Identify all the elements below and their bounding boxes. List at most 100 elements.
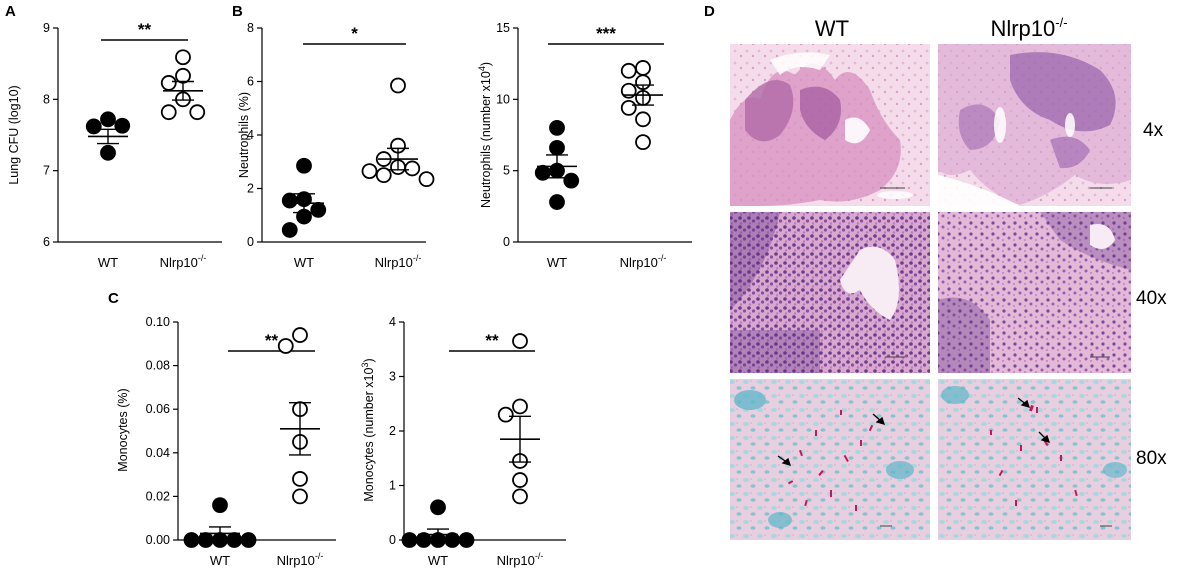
- data-point-nlrp10: [512, 333, 528, 349]
- y-tick-label: 0.08: [146, 359, 170, 373]
- arrow-icon: [1017, 397, 1051, 443]
- y-tick-label: 9: [43, 21, 50, 35]
- significance-label: **: [265, 331, 279, 350]
- data-point-nlrp10: [175, 67, 191, 84]
- data-point-nlrp10: [418, 171, 435, 188]
- x-category-label: Nlrp10-/-: [160, 253, 207, 270]
- data-point-nlrp10: [292, 327, 308, 343]
- data-point-nlrp10: [512, 472, 528, 488]
- y-tick-label: 0.06: [146, 402, 170, 416]
- y-tick-label: 0.10: [146, 315, 170, 329]
- data-point-nlrp10: [189, 104, 206, 121]
- magnification-label-80x: 80x: [1136, 448, 1167, 469]
- data-point-wt: [549, 194, 565, 210]
- data-point-nlrp10: [160, 75, 177, 91]
- data-point-nlrp10: [277, 338, 294, 354]
- micrograph-wt-4x: [730, 44, 930, 206]
- y-tick-label: 0.02: [146, 489, 170, 503]
- data-point-wt: [401, 532, 418, 548]
- chart-lung-cfu: 6 7 8 9 Lung CFU (log10) WT Nlrp10-/- **: [7, 20, 222, 270]
- y-tick-label: 0: [503, 235, 510, 249]
- y-tick-label: 1: [389, 479, 396, 493]
- y-tick-label: 0: [247, 235, 254, 249]
- y-tick-label: 6: [43, 235, 50, 249]
- data-point-wt: [100, 144, 116, 161]
- y-axis-title: Neutrophils (%): [237, 92, 251, 178]
- histology-column-header-nlrp10: Nlrp10-/-: [990, 15, 1067, 41]
- micrograph-wt-80x: [730, 379, 930, 540]
- data-point-wt: [183, 532, 200, 548]
- significance-label: **: [138, 20, 152, 39]
- y-tick-label: 8: [247, 21, 254, 35]
- y-axis-title: Monocytes (number x103): [360, 358, 376, 501]
- x-category-label: Nlrp10-/-: [277, 551, 324, 568]
- data-point-wt: [240, 532, 257, 548]
- y-tick-label: 4: [389, 315, 396, 329]
- y-tick-label: 0.00: [146, 533, 170, 547]
- significance-label: **: [485, 331, 499, 350]
- data-point-wt: [549, 119, 565, 136]
- data-point-nlrp10: [160, 104, 177, 121]
- data-point-nlrp10: [635, 111, 651, 128]
- panel-letter-b: B: [232, 3, 243, 20]
- histology-column-header-wt: WT: [815, 16, 849, 41]
- data-point-wt: [563, 172, 580, 189]
- x-category-label: Nlrp10-/-: [497, 551, 544, 568]
- significance-label: ***: [596, 24, 616, 43]
- data-point-wt: [296, 157, 312, 174]
- y-tick-label: 4: [247, 128, 254, 142]
- data-point-nlrp10: [404, 160, 421, 177]
- panel-letter-a: A: [5, 3, 16, 20]
- chart-monocytes-percent: 0.00 0.02 0.04 0.06 0.08 0.10 Monocytes (%) WT N…: [116, 315, 336, 568]
- data-point-nlrp10: [175, 49, 191, 66]
- data-point-nlrp10: [620, 99, 637, 116]
- micrograph-nlrp10-80x: [938, 379, 1131, 540]
- x-category-label: WT: [428, 553, 448, 568]
- x-category-label: Nlrp10-/-: [620, 253, 667, 270]
- significance-label: *: [351, 24, 358, 43]
- y-axis-title: Neutrophils (number x104): [477, 62, 493, 208]
- micrograph-nlrp10-40x: [938, 212, 1131, 373]
- x-category-label: Nlrp10-/-: [375, 253, 422, 270]
- y-tick-label: 15: [496, 21, 510, 35]
- magnification-label-4x: 4x: [1143, 120, 1164, 141]
- micrograph-nlrp10-4x: [938, 44, 1131, 206]
- magnification-label-40x: 40x: [1136, 288, 1167, 309]
- y-tick-label: 2: [247, 182, 254, 196]
- y-tick-label: 8: [43, 92, 50, 106]
- x-category-label: WT: [294, 255, 314, 270]
- y-tick-label: 10: [496, 92, 510, 106]
- data-point-wt: [100, 111, 116, 128]
- data-point-nlrp10: [512, 488, 528, 505]
- data-point-wt: [549, 139, 565, 156]
- arrow-icon: [777, 413, 886, 466]
- y-tick-label: 0: [389, 533, 396, 547]
- y-tick-label: 6: [247, 75, 254, 89]
- data-point-wt: [430, 499, 446, 516]
- y-tick-label: 7: [43, 164, 50, 178]
- y-tick-label: 3: [389, 370, 396, 384]
- data-point-nlrp10: [620, 62, 637, 79]
- data-point-wt: [114, 117, 131, 134]
- data-point-wt: [281, 192, 298, 209]
- data-point-wt: [458, 532, 475, 548]
- data-point-nlrp10: [292, 488, 308, 505]
- data-point-nlrp10: [361, 163, 378, 180]
- y-tick-label: 0.04: [146, 446, 170, 460]
- data-point-wt: [212, 497, 228, 514]
- y-tick-label: 5: [503, 164, 510, 178]
- y-axis-title: Lung CFU (log10): [7, 85, 21, 184]
- data-point-nlrp10: [292, 471, 308, 487]
- y-tick-label: 2: [389, 424, 396, 438]
- x-category-label: WT: [547, 255, 567, 270]
- data-point-nlrp10: [635, 134, 651, 151]
- data-point-nlrp10: [635, 60, 651, 76]
- data-point-nlrp10: [512, 398, 528, 415]
- panel-letter-d: D: [704, 3, 715, 20]
- panel-letter-c: C: [108, 290, 119, 307]
- data-point-nlrp10: [390, 77, 406, 94]
- data-point-wt: [310, 201, 327, 218]
- data-point-wt: [281, 222, 298, 238]
- chart-neutrophils-percent: 0 2 4 6 8 Neutrophils (%) WT Nlrp10-/- *: [237, 21, 435, 270]
- data-point-nlrp10: [375, 167, 392, 184]
